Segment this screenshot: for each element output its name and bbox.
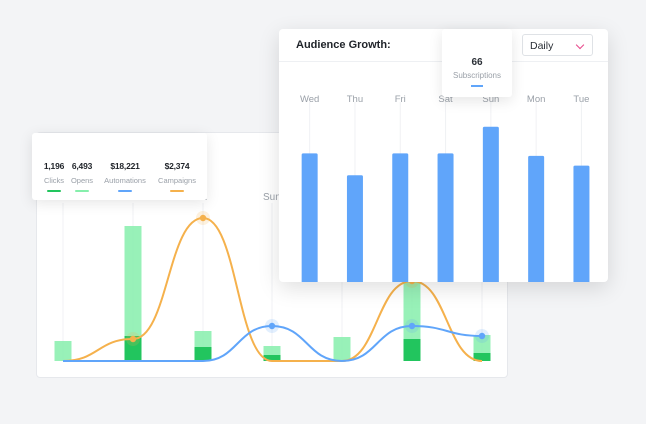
clicks-bar bbox=[263, 355, 281, 361]
stat-clicks: 1,196 Clicks bbox=[34, 161, 74, 192]
stat-legend-line bbox=[170, 190, 184, 192]
stat-label: Opens bbox=[70, 176, 94, 185]
stat-value: 1,196 bbox=[43, 161, 65, 171]
stat-campaigns: $2,374 Campaigns bbox=[155, 161, 199, 192]
campaigns-line-point bbox=[199, 214, 207, 222]
bar-thu bbox=[346, 175, 363, 282]
stat-opens: 6,493 Opens bbox=[62, 161, 102, 192]
bar-wed bbox=[301, 153, 318, 282]
stat-legend-line bbox=[118, 190, 132, 192]
opens-bar bbox=[333, 337, 351, 361]
stat-label: Automations bbox=[104, 176, 146, 185]
campaign-analytics-chart bbox=[54, 203, 491, 363]
back-day-label: Sun bbox=[263, 192, 281, 203]
clicks-bar bbox=[403, 339, 421, 361]
automations-line-point bbox=[478, 332, 486, 340]
opens-bar bbox=[54, 341, 72, 361]
bar-sun bbox=[482, 126, 499, 282]
automations-line-point bbox=[268, 322, 276, 330]
period-select[interactable]: Daily bbox=[522, 34, 593, 56]
bar-mon bbox=[528, 155, 545, 282]
x-tick-label: Sun bbox=[482, 94, 499, 105]
bar-sat bbox=[437, 153, 454, 282]
bar-fri bbox=[392, 153, 409, 282]
stat-legend-line bbox=[47, 190, 61, 192]
x-tick-label: Sat bbox=[438, 94, 453, 105]
stat-legend-line bbox=[75, 190, 89, 192]
x-tick-label: Tue bbox=[573, 94, 589, 105]
stat-label: Clicks bbox=[44, 176, 64, 185]
stat-value: 6,493 bbox=[71, 161, 93, 171]
x-tick-label: Wed bbox=[300, 94, 319, 105]
clicks-bar bbox=[124, 336, 142, 361]
card-title: Audience Growth: bbox=[296, 39, 391, 51]
x-tick-label: Thu bbox=[347, 94, 363, 105]
tooltip-legend-line bbox=[471, 85, 483, 87]
period-select-value: Daily bbox=[530, 40, 554, 52]
bar-tue bbox=[573, 165, 590, 282]
stat-automations: $18,221 Automations bbox=[102, 161, 148, 192]
tooltip-value: 66 bbox=[471, 57, 483, 68]
clicks-bar bbox=[473, 353, 491, 361]
audience-growth-chart: Wed Thu Fri Sat Sun Mon Tue bbox=[300, 94, 590, 282]
opens-bar bbox=[124, 226, 142, 361]
x-tick-label: Mon bbox=[527, 94, 545, 105]
clicks-bar bbox=[194, 347, 212, 361]
x-tick-label: Fri bbox=[395, 94, 406, 105]
stat-label: Campaigns bbox=[158, 176, 196, 185]
stat-value: $2,374 bbox=[164, 161, 190, 171]
chart-tooltip: 66 Subscriptions bbox=[442, 29, 512, 97]
tooltip-label: Subscriptions bbox=[452, 71, 502, 80]
campaigns-line-point bbox=[129, 335, 137, 343]
stat-value: $18,221 bbox=[110, 161, 140, 171]
chevron-down-icon bbox=[575, 40, 585, 50]
automations-line-point bbox=[408, 322, 416, 330]
stats-summary-card: 1,196 Clicks 6,493 Opens $18,221 Automat… bbox=[32, 133, 207, 200]
